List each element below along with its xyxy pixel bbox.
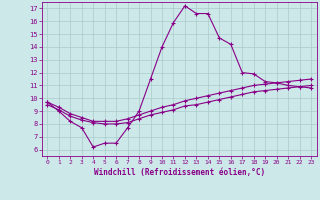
- X-axis label: Windchill (Refroidissement éolien,°C): Windchill (Refroidissement éolien,°C): [94, 168, 265, 177]
